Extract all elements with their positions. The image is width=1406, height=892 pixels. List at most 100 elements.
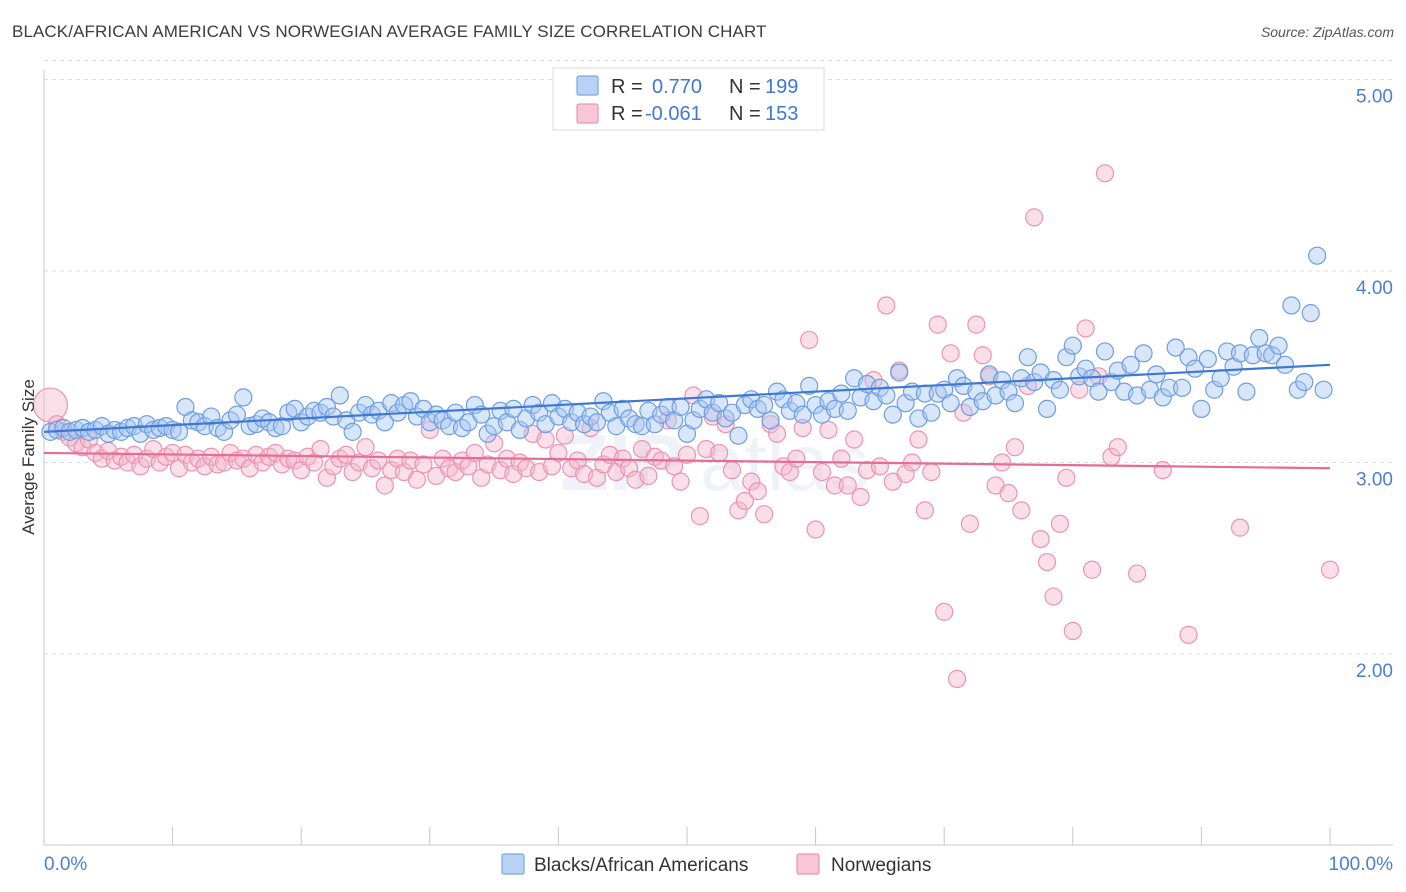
- blacks-point: [992, 371, 1012, 390]
- norwegians-point: [960, 514, 980, 533]
- norwegians-point: [549, 443, 568, 463]
- norwegians-point: [407, 470, 427, 489]
- norwegians-point: [1127, 564, 1147, 583]
- norwegians-point: [279, 449, 298, 468]
- legend-n-value-1: 199: [765, 76, 798, 98]
- blacks-point: [1089, 382, 1108, 401]
- y-tick-label: 3.00: [1356, 470, 1393, 491]
- norwegians-point: [819, 420, 838, 440]
- legend-r-label-2: R =: [611, 103, 643, 125]
- blacks-point: [169, 422, 189, 441]
- norwegians-point: [800, 330, 819, 350]
- blacks-point: [1057, 348, 1076, 367]
- blacks-point: [890, 363, 909, 382]
- norwegians-point: [729, 501, 748, 520]
- norwegians-point: [1070, 380, 1089, 399]
- norwegians-point: [1076, 319, 1095, 338]
- blacks-point: [530, 403, 549, 422]
- blacks-point: [684, 411, 703, 430]
- legend-n-label-2: N =: [729, 103, 761, 125]
- norwegians-point: [922, 462, 941, 482]
- blacks-point: [446, 403, 465, 422]
- norwegians-point: [665, 457, 684, 476]
- norwegians-point: [838, 476, 857, 495]
- norwegians-point: [1082, 560, 1102, 579]
- norwegians-point: [317, 468, 337, 487]
- blacks-point: [1063, 336, 1082, 355]
- norwegians-point: [1179, 625, 1198, 644]
- y-tick-label: 2.00: [1356, 661, 1393, 682]
- blacks-point: [317, 397, 337, 417]
- norwegians-point: [748, 482, 767, 501]
- norwegians-point: [928, 315, 947, 334]
- legend-bottom-label-norwegians: Norwegians: [831, 855, 931, 876]
- norwegians-point: [722, 461, 742, 480]
- norwegians-point: [311, 439, 330, 459]
- norwegians-point: [806, 520, 825, 539]
- norwegians-point: [896, 464, 915, 484]
- norwegians-point: [947, 669, 967, 688]
- norwegians-point: [941, 344, 960, 363]
- blacks-point: [202, 407, 221, 426]
- blacks-point: [234, 388, 253, 407]
- blacks-point: [710, 394, 729, 413]
- norwegians-point: [1063, 621, 1082, 641]
- legend-bottom: Blacks/African Americans Norwegians: [501, 853, 931, 876]
- norwegians-point: [1031, 529, 1050, 549]
- norwegians-point: [1005, 438, 1025, 457]
- norwegians-point: [343, 462, 362, 482]
- blacks-point: [883, 405, 902, 424]
- blacks-points: [41, 246, 1333, 445]
- norwegians-point: [1108, 438, 1127, 457]
- norwegians-point: [870, 457, 890, 476]
- legend-top-swatch-blue: [576, 75, 599, 96]
- blacks-point: [343, 422, 362, 441]
- norwegians-point: [1320, 560, 1340, 579]
- norwegians-trend-line: [43, 451, 1331, 470]
- norwegians-point: [677, 445, 697, 464]
- blacks-point: [729, 426, 748, 445]
- blacks-point: [1275, 355, 1295, 374]
- blacks-point: [999, 382, 1018, 401]
- blacks-point: [1198, 349, 1217, 369]
- norwegians-point: [536, 430, 555, 449]
- norwegians-point: [1037, 552, 1057, 572]
- y-tick-label: 5.00: [1356, 87, 1393, 108]
- blacks-point: [761, 411, 780, 430]
- axes: [43, 70, 1393, 846]
- legend-n-value-2: 153: [765, 103, 798, 125]
- blacks-point: [1025, 372, 1044, 392]
- blacks-point: [1166, 338, 1185, 357]
- blacks-point: [1050, 380, 1070, 399]
- legend-top: R = 0.770 N = 199 R = -0.061 N = 153: [552, 67, 825, 131]
- blacks-point: [645, 415, 664, 434]
- legend-r-label-1: R =: [611, 76, 643, 98]
- norwegians-point: [812, 462, 832, 482]
- blacks-point: [1095, 342, 1115, 361]
- norwegians-point: [909, 430, 928, 449]
- blacks-point: [671, 397, 690, 417]
- norwegians-point: [32, 387, 69, 423]
- x-tick-label-0: 0.0%: [44, 854, 87, 875]
- blacks-point: [755, 395, 774, 415]
- legend-top-swatch-pink: [576, 103, 599, 124]
- blacks-point: [838, 401, 857, 420]
- blacks-point: [896, 394, 915, 413]
- norwegians-point: [639, 466, 658, 486]
- blacks-point: [613, 399, 632, 418]
- blacks-point: [1153, 388, 1172, 407]
- norwegians-point: [793, 418, 812, 438]
- blacks-point: [793, 405, 812, 424]
- blacks-point: [877, 386, 896, 405]
- x-ticks: [43, 827, 1331, 845]
- chart-title: BLACK/AFRICAN AMERICAN VS NORWEGIAN AVER…: [12, 22, 767, 41]
- norwegians-point: [1044, 587, 1063, 606]
- blacks-point: [1308, 246, 1327, 265]
- norwegians-point: [1057, 468, 1076, 487]
- norwegians-point: [845, 430, 864, 449]
- norwegians-point: [877, 296, 896, 315]
- norwegians-point: [832, 449, 851, 468]
- blacks-point: [1018, 348, 1037, 367]
- norwegians-point: [992, 453, 1012, 472]
